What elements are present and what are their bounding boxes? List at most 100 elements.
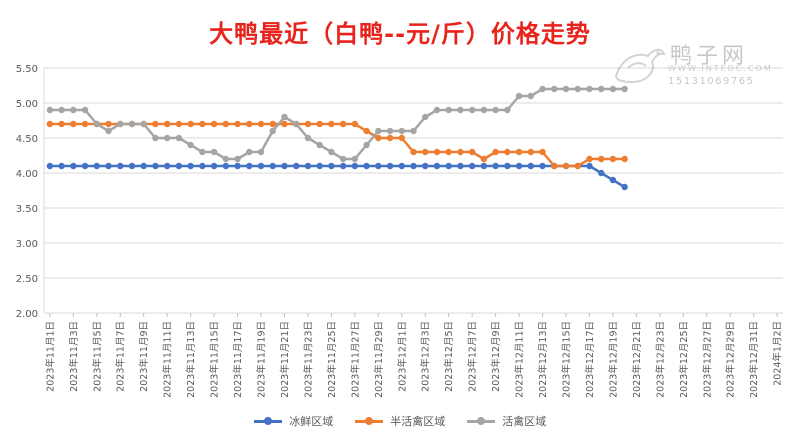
data-point — [445, 162, 452, 170]
data-point — [316, 120, 323, 128]
data-point — [246, 120, 253, 128]
y-tick-label: 5.00 — [16, 99, 38, 110]
data-point — [281, 120, 288, 128]
data-point — [597, 85, 605, 93]
data-point — [70, 106, 77, 114]
data-point — [339, 155, 347, 163]
data-point — [117, 120, 124, 128]
data-point — [562, 162, 570, 170]
legend-label: 活禽区域 — [502, 415, 547, 428]
data-point — [480, 162, 488, 170]
data-point — [539, 85, 546, 93]
legend-dot — [263, 417, 272, 425]
data-point — [58, 106, 65, 114]
data-point — [527, 92, 535, 100]
data-point — [140, 162, 147, 170]
data-point — [609, 155, 617, 163]
x-tick-label: 2023年11月29日 — [373, 321, 385, 398]
data-point — [70, 120, 77, 128]
data-point — [175, 134, 183, 142]
x-tick-label: 2023年12月31日 — [748, 321, 760, 398]
data-point — [422, 113, 429, 121]
legend-swatch-icon — [354, 416, 383, 426]
data-point — [551, 85, 558, 93]
data-point — [58, 162, 65, 170]
x-tick-label: 2023年11月25日 — [326, 321, 338, 398]
x-tick-label: 2023年12月3日 — [420, 321, 432, 392]
legend-label: 冰鲜区域 — [289, 415, 334, 428]
data-point — [480, 155, 488, 163]
data-point — [222, 162, 230, 170]
x-tick-label: 2023年12月13日 — [537, 321, 549, 398]
data-point — [222, 155, 230, 163]
data-point — [609, 85, 617, 93]
data-point — [199, 148, 206, 156]
data-point — [281, 113, 288, 121]
data-point — [410, 127, 417, 135]
x-tick-label: 2023年12月9日 — [490, 321, 502, 392]
data-point — [515, 162, 523, 170]
data-point — [492, 148, 499, 156]
data-point — [269, 127, 276, 135]
x-tick-label: 2023年12月29日 — [725, 321, 737, 398]
x-tick-label: 2023年11月7日 — [115, 321, 127, 392]
data-point — [492, 162, 499, 170]
data-point — [58, 120, 65, 128]
x-axis-tick-labels: 2023年11月1日 2023年11月3日 2023年11月5日 2023年11月7日… — [44, 321, 783, 398]
data-point — [433, 148, 441, 156]
data-point — [210, 148, 218, 156]
chart-legend: 冰鲜区域 半活禽区域 活禽区域 — [0, 413, 800, 429]
x-tick-label: 2023年12月15日 — [560, 321, 572, 398]
data-point — [304, 120, 312, 128]
x-tick-label: 2023年11月1日 — [44, 321, 56, 392]
data-point — [410, 162, 417, 170]
data-point — [339, 120, 347, 128]
data-point — [621, 183, 628, 191]
x-tick-label: 2023年11月15日 — [209, 321, 221, 398]
data-point — [199, 120, 206, 128]
watermark-phone: 15131069765 — [668, 76, 755, 87]
data-point — [152, 162, 159, 170]
data-point — [70, 162, 77, 170]
data-point — [81, 162, 89, 170]
data-point — [351, 155, 359, 163]
x-tick-label: 2023年11月17日 — [232, 321, 244, 398]
data-point — [422, 148, 429, 156]
data-point — [586, 155, 593, 163]
legend-dot — [364, 417, 373, 425]
data-point — [46, 106, 54, 114]
data-point — [246, 148, 253, 156]
data-point — [433, 106, 441, 114]
legend-swatch-icon — [466, 416, 495, 426]
data-point — [175, 162, 183, 170]
data-point — [152, 120, 159, 128]
data-point — [375, 127, 382, 135]
data-point — [609, 176, 617, 184]
data-point — [304, 162, 312, 170]
data-point — [539, 148, 546, 156]
data-point — [551, 162, 558, 170]
data-point — [187, 141, 194, 149]
data-point — [105, 127, 112, 135]
y-tick-label: 4.50 — [16, 134, 38, 145]
data-point — [457, 148, 464, 156]
data-point — [386, 127, 394, 135]
data-point — [269, 162, 276, 170]
data-point — [199, 162, 206, 170]
data-point — [597, 169, 605, 177]
data-point — [152, 134, 159, 142]
data-point — [527, 148, 535, 156]
data-point — [562, 85, 570, 93]
data-point — [586, 162, 593, 170]
data-point — [539, 162, 546, 170]
data-point — [316, 162, 323, 170]
x-tick-label: 2023年12月17日 — [584, 321, 596, 398]
data-point — [328, 148, 335, 156]
data-point — [339, 162, 347, 170]
data-point — [597, 155, 605, 163]
data-point — [398, 127, 405, 135]
data-point — [457, 106, 464, 114]
data-point — [222, 120, 230, 128]
chart-gridlines — [43, 67, 783, 317]
